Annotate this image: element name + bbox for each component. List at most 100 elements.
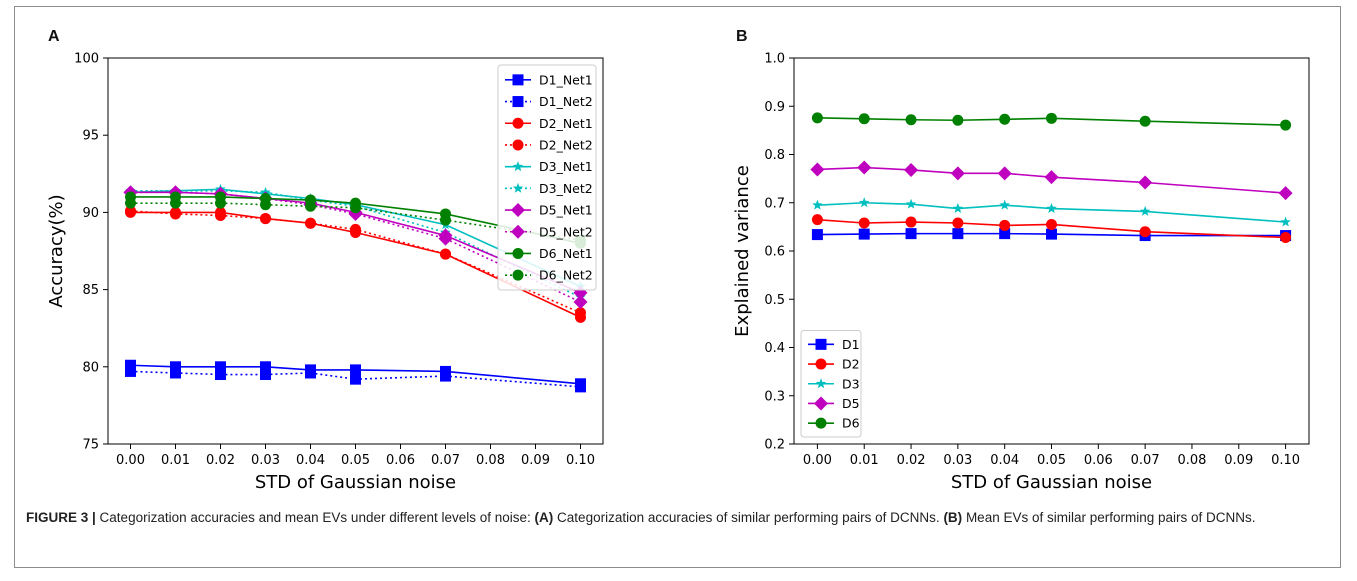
- chart-1-x-tick-label: 0.07: [1131, 453, 1160, 468]
- chart-0-data-point: [170, 197, 181, 209]
- chart-0-y-tick-label: 90: [82, 206, 99, 221]
- chart-1-legend-marker: [815, 358, 827, 370]
- chart-1-data-point: [952, 217, 964, 229]
- chart-1-legend-label: D5: [842, 396, 860, 411]
- chart-1-data-point: [1046, 112, 1057, 124]
- chart-1-data-point: [812, 199, 823, 210]
- chart-0-series-line: [130, 370, 581, 388]
- chart-1-data-point: [950, 166, 965, 181]
- chart-0-legend-marker: [512, 182, 524, 193]
- caption-b-ref: (B): [943, 510, 963, 525]
- chart-0-x-tick-label: 0.04: [296, 453, 325, 468]
- chart-1-x-tick-label: 0.01: [850, 453, 879, 468]
- chart-1-data-point: [1044, 170, 1059, 185]
- chart-1-data-point: [999, 219, 1011, 231]
- chart-1-series-line: [817, 201, 1286, 223]
- caption-label: FIGURE 3 |: [26, 510, 96, 525]
- chart-0-data-point: [440, 214, 451, 226]
- chart-1-data-point: [1046, 228, 1057, 240]
- caption-a-text: Categorization accuracies of similar per…: [553, 510, 944, 525]
- chart-0-data-point: [170, 367, 181, 379]
- chart-1-x-tick-label: 0.03: [943, 453, 972, 468]
- chart-0-data-point: [125, 365, 136, 377]
- chart-1-x-tick-label: 0.08: [1177, 453, 1206, 468]
- chart-0-x-tick-label: 0.02: [206, 453, 235, 468]
- chart-1-data-point: [952, 114, 964, 126]
- chart-1-data-point: [999, 228, 1011, 240]
- chart-1-x-tick-label: 0.05: [1037, 453, 1066, 468]
- chart-1-data-point: [1280, 231, 1292, 243]
- chart-1-series-D5: [810, 160, 1293, 201]
- chart-1-series-D3: [812, 197, 1291, 227]
- chart-1-x-tick-label: 0.00: [803, 453, 832, 468]
- chart-0-data-point: [170, 208, 181, 220]
- chart-0-data-point: [440, 248, 451, 260]
- chart-0-legend-label: D2_Net2: [539, 137, 593, 152]
- chart-0-series-line: [130, 188, 581, 288]
- chart-0-x-tick-label: 0.00: [116, 453, 145, 468]
- chart-0-legend: D1_Net1 D1_Net2 D2_Net1 D2_Net2 D3_Net1 D3_Ne…: [497, 64, 597, 291]
- chart-1-data-point: [1280, 216, 1291, 227]
- chart-1-data-point: [858, 228, 870, 240]
- chart-0-data-point: [305, 217, 316, 229]
- chart-1-data-point: [1139, 115, 1151, 127]
- chart-1-data-point: [1139, 226, 1151, 238]
- chart-1-legend-label: D2: [842, 357, 860, 372]
- chart-1-data-point: [1046, 218, 1057, 230]
- chart-0-data-point: [215, 361, 226, 373]
- chart-1-data-point: [952, 203, 964, 213]
- chart-1-x-tick-label: 0.04: [990, 453, 1019, 468]
- chart-0-legend-label: D3_Net1: [539, 159, 593, 174]
- chart-0-data-point: [125, 197, 136, 209]
- chart-1-legend-marker: [815, 338, 827, 350]
- chart-0-series-D6_Net2: [125, 197, 586, 246]
- chart-1-y-axis-label: Explained variance: [732, 165, 753, 337]
- chart-1-data-point: [997, 166, 1012, 181]
- figure-caption: FIGURE 3 | Categorization accuracies and…: [26, 508, 1331, 527]
- chart-1-legend: D1 D2 D3 D5 D6: [800, 330, 862, 438]
- chart-0-series-line: [130, 202, 581, 241]
- chart-1-data-point: [1139, 205, 1151, 216]
- chart-0-legend-marker: [512, 247, 524, 259]
- chart-0-data-point: [260, 199, 271, 211]
- chart-1-x-tick-label: 0.10: [1271, 453, 1300, 468]
- chart-0-data-point: [215, 369, 226, 381]
- chart-1-legend-label: D1: [842, 337, 860, 352]
- chart-0-data-point: [350, 364, 361, 376]
- chart-1-data-point: [999, 199, 1010, 210]
- chart-0-legend-marker: [512, 117, 524, 129]
- chart-1-data-point: [999, 113, 1011, 125]
- chart-1-data-point: [1278, 186, 1293, 201]
- chart-0-legend-label: D6_Net2: [539, 268, 593, 283]
- chart-0-series-D1_Net2: [125, 365, 586, 393]
- chart-0-data-point: [440, 370, 451, 382]
- chart-0-legend-marker: [512, 161, 524, 172]
- chart-0-data-point: [215, 209, 226, 221]
- chart-0-y-tick-label: 75: [82, 438, 99, 453]
- chart-0-data-point: [215, 197, 226, 209]
- chart-1-data-point: [1046, 203, 1057, 213]
- chart-0-legend-label: D1_Net1: [539, 72, 593, 87]
- chart-1-data-point: [858, 113, 870, 125]
- chart-1-y-tick-label: 0.9: [764, 100, 785, 115]
- chart-1-data-point: [857, 160, 872, 175]
- chart-explained-variance: 0.00 0.01 0.02 0.03 0.04 0.05 0.06 0.07 0.08 0.09…: [732, 52, 1310, 493]
- chart-0-series-line: [130, 364, 581, 385]
- chart-0-legend-label: D2_Net1: [539, 116, 593, 131]
- chart-1-x-axis-label: STD of Gaussian noise: [951, 472, 1152, 493]
- chart-0-legend-marker: [511, 203, 525, 218]
- chart-0-data-point: [305, 200, 316, 212]
- chart-0-legend-marker: [512, 269, 524, 281]
- chart-0-data-point: [170, 361, 181, 373]
- chart-1-legend-marker: [815, 417, 827, 429]
- chart-0-x-tick-label: 0.03: [251, 453, 280, 468]
- chart-1-data-point: [1280, 119, 1292, 131]
- chart-0-data-point: [260, 369, 271, 381]
- chart-1-y-tick-label: 0.4: [764, 341, 785, 356]
- chart-1-series-line: [817, 232, 1286, 237]
- chart-1-x-tick-label: 0.02: [897, 453, 926, 468]
- chart-1-series-D6: [811, 112, 1292, 131]
- chart-1-data-point: [905, 114, 917, 126]
- chart-1-x-tick-label: 0.09: [1224, 453, 1253, 468]
- chart-1-series-D2: [811, 214, 1292, 243]
